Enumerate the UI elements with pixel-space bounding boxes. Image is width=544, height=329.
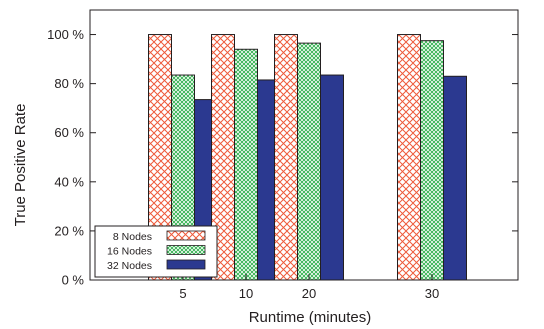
y-tick-label: 20 % (54, 223, 84, 238)
y-tick-label: 60 % (54, 125, 84, 140)
x-axis-label: Runtime (minutes) (249, 309, 372, 326)
x-tick-label: 5 (179, 286, 186, 301)
y-tick-label: 0 % (62, 273, 85, 288)
legend-swatch (166, 259, 206, 270)
legend-label: 32 Nodes (107, 260, 152, 272)
legend-label: 16 Nodes (107, 246, 152, 258)
x-tick-label: 30 (425, 286, 439, 301)
y-axis-label: True Positive Rate (12, 104, 29, 227)
bar-32-nodes (443, 75, 467, 281)
legend-label: 8 Nodes (113, 231, 152, 243)
bar-16-nodes (420, 40, 444, 281)
legend: 8 Nodes 16 Nodes 32 Nodes (94, 225, 218, 278)
x-tick-label: 20 (302, 286, 316, 301)
y-tick-label: 100 % (47, 27, 84, 42)
bar-32-nodes (320, 74, 344, 281)
bar-16-nodes (297, 42, 321, 281)
y-tick-label: 80 % (54, 76, 84, 91)
bar-8-nodes (274, 34, 298, 281)
legend-swatch (166, 230, 206, 241)
y-tick-label: 40 % (54, 174, 84, 189)
bar-16-nodes (234, 48, 258, 281)
x-tick-label: 10 (239, 286, 253, 301)
bar-8-nodes (397, 34, 421, 281)
legend-swatch (166, 245, 206, 255)
